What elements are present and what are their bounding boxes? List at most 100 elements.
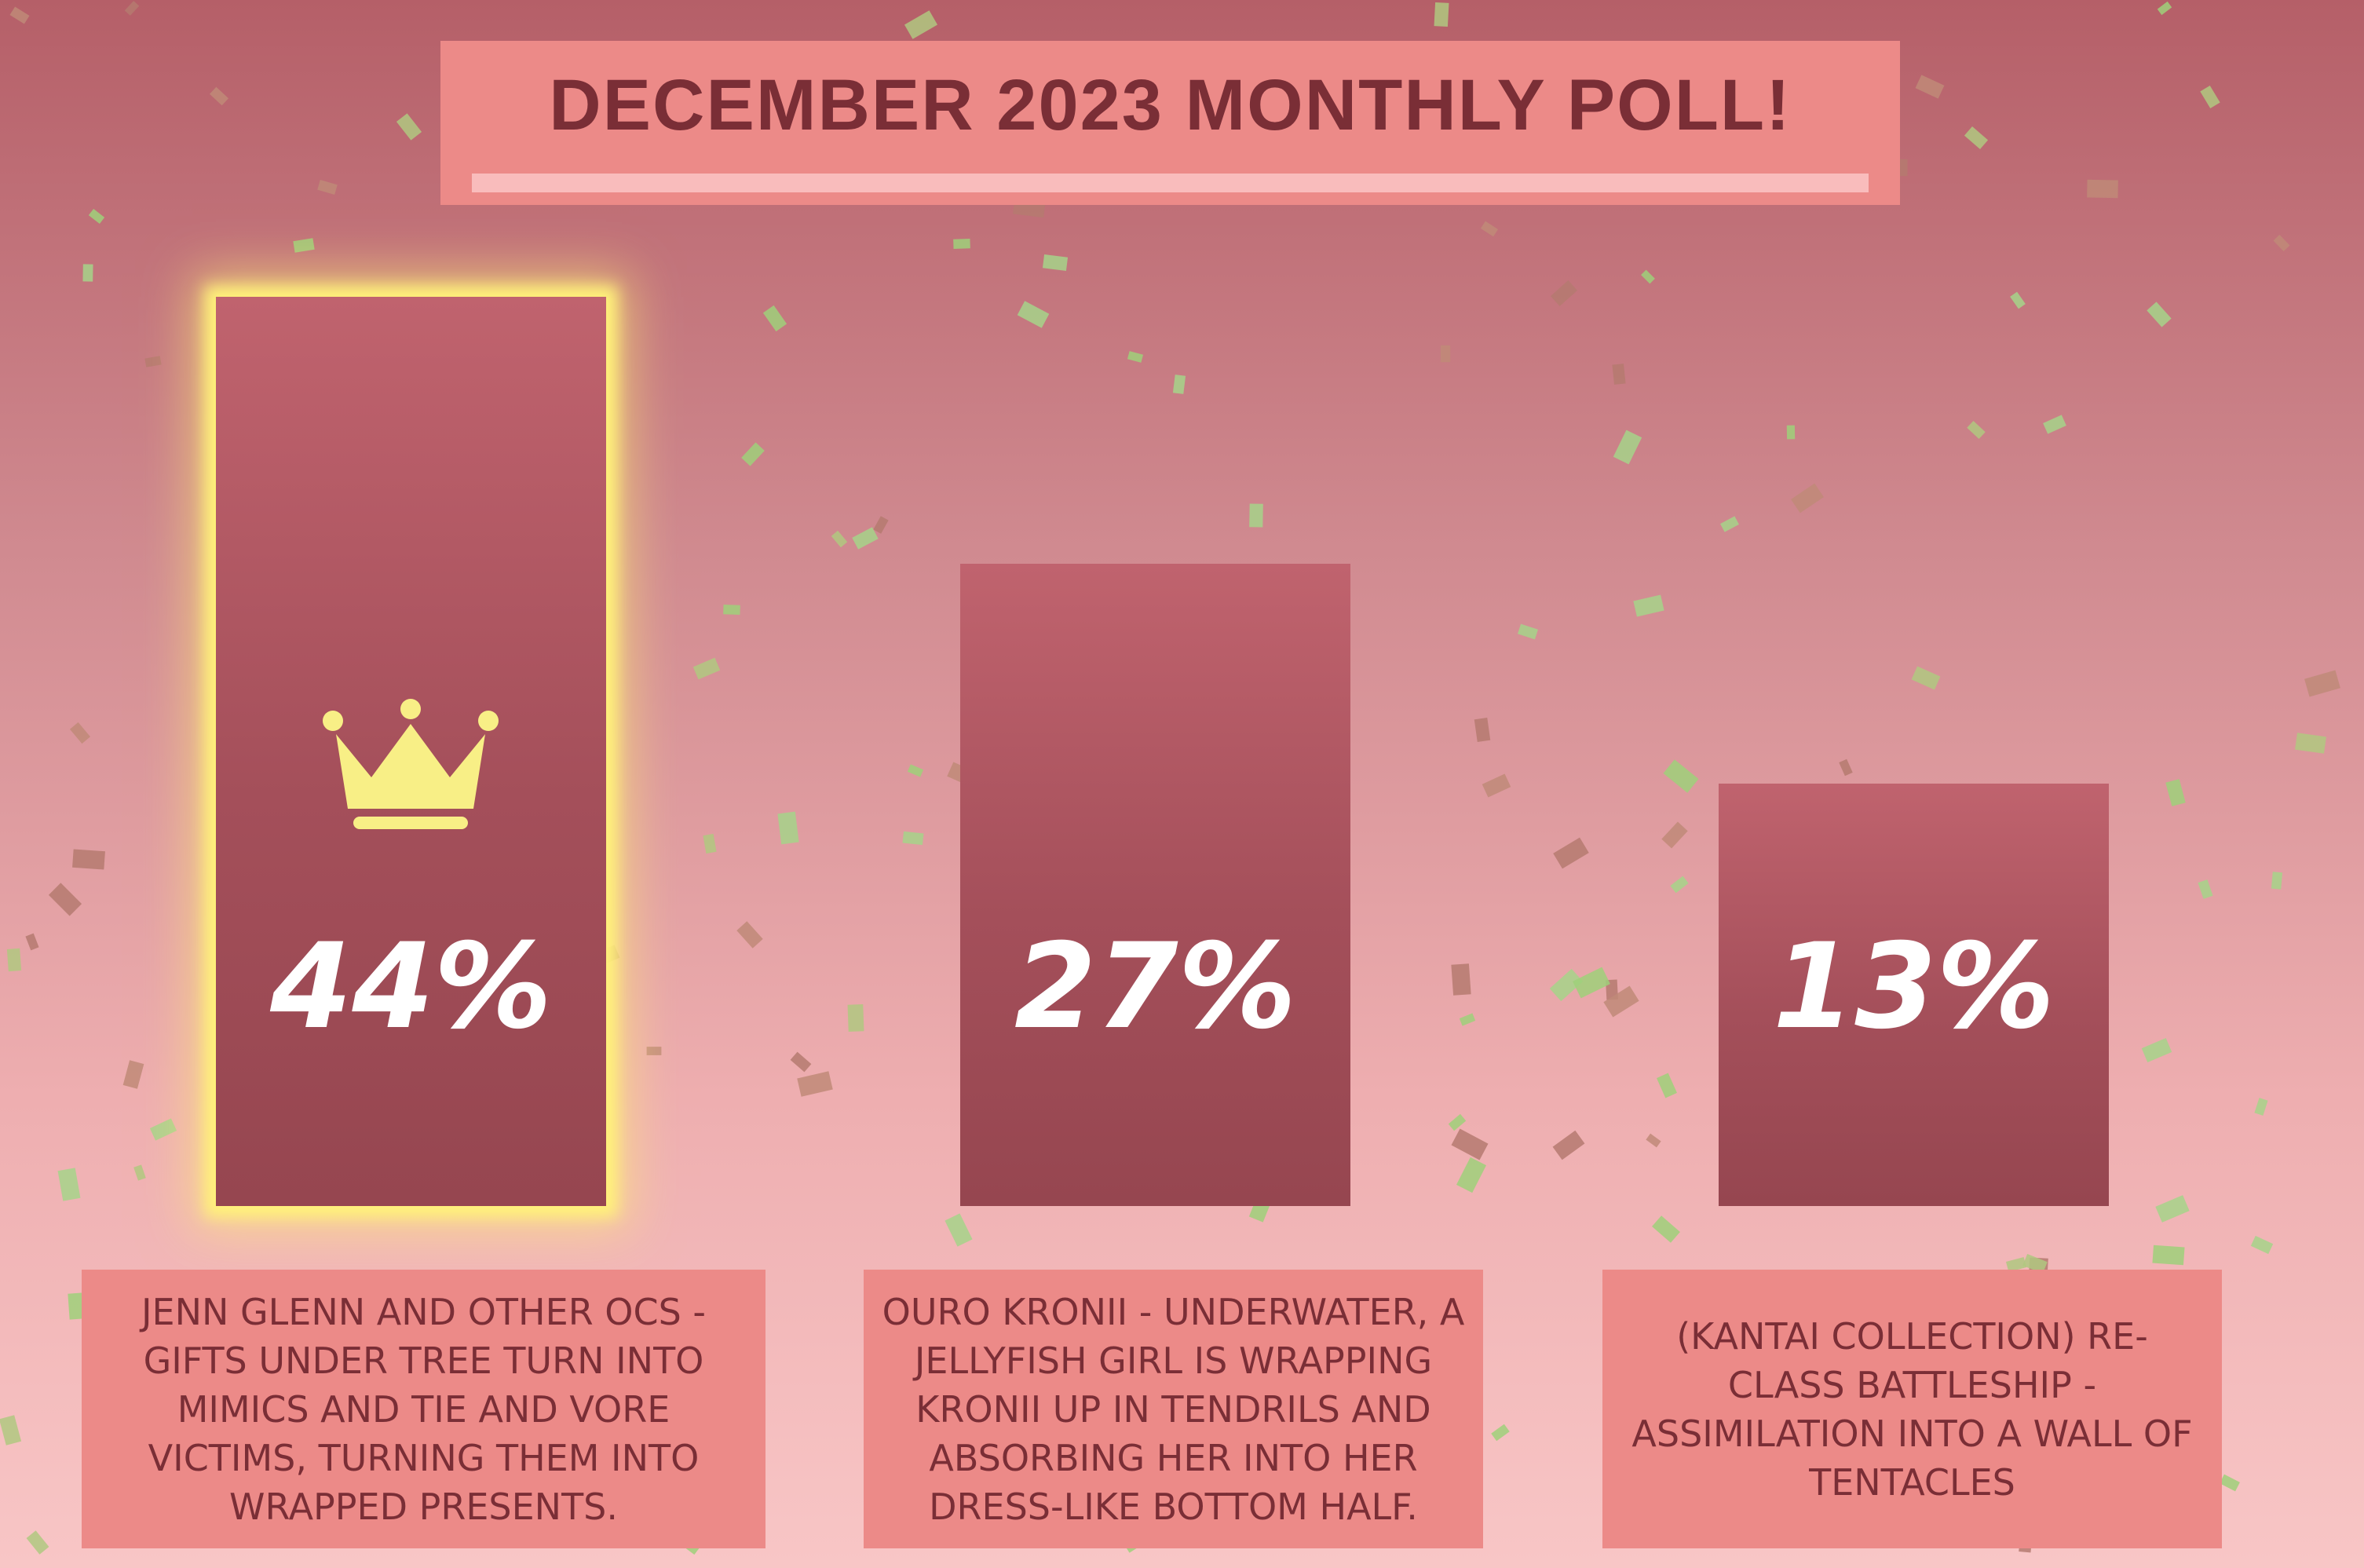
confetti bbox=[82, 264, 93, 282]
confetti bbox=[762, 305, 787, 331]
confetti bbox=[790, 1051, 812, 1073]
confetti bbox=[1043, 254, 1069, 272]
chart-title: DECEMBER 2023 MONTHLY POLL! bbox=[549, 65, 1792, 145]
confetti bbox=[396, 113, 422, 141]
confetti bbox=[736, 920, 764, 948]
confetti bbox=[692, 657, 721, 680]
confetti bbox=[1719, 516, 1739, 532]
confetti bbox=[953, 238, 971, 249]
confetti bbox=[122, 1059, 144, 1089]
confetti bbox=[89, 208, 105, 224]
confetti bbox=[1440, 345, 1450, 363]
confetti bbox=[1552, 1131, 1585, 1160]
confetti bbox=[2158, 1, 2172, 15]
confetti bbox=[1552, 837, 1589, 869]
confetti bbox=[1491, 1424, 1510, 1441]
confetti bbox=[144, 356, 162, 368]
confetti bbox=[2165, 779, 2186, 807]
confetti bbox=[1640, 269, 1655, 284]
confetti bbox=[2152, 1245, 2185, 1265]
confetti bbox=[740, 442, 765, 466]
value-label: 27% bbox=[1014, 919, 1297, 1055]
confetti bbox=[904, 10, 937, 39]
confetti bbox=[1967, 421, 1986, 440]
confetti bbox=[149, 1118, 177, 1141]
crown-icon bbox=[323, 699, 499, 829]
confetti bbox=[1434, 2, 1449, 27]
confetti bbox=[1172, 375, 1186, 395]
confetti bbox=[2087, 179, 2118, 199]
confetti bbox=[316, 179, 338, 195]
confetti bbox=[1652, 1215, 1681, 1243]
confetti bbox=[702, 834, 717, 854]
confetti bbox=[1915, 75, 1945, 99]
confetti bbox=[2250, 1235, 2274, 1255]
confetti bbox=[902, 832, 924, 846]
confetti bbox=[1474, 717, 1491, 742]
title-strip bbox=[472, 174, 1869, 192]
confetti bbox=[831, 530, 847, 548]
confetti bbox=[1964, 126, 1989, 149]
value-label: 44% bbox=[269, 919, 553, 1055]
confetti bbox=[945, 1213, 973, 1247]
category-label: OURO KRONII - UNDERWATER, A JELLYFISH GI… bbox=[864, 1270, 1483, 1548]
confetti bbox=[48, 883, 82, 916]
confetti bbox=[133, 1164, 147, 1181]
confetti bbox=[2042, 415, 2066, 434]
confetti bbox=[847, 1004, 864, 1033]
confetti bbox=[25, 933, 39, 951]
confetti bbox=[1656, 1073, 1677, 1098]
confetti bbox=[907, 764, 924, 777]
confetti bbox=[1451, 1129, 1489, 1160]
confetti bbox=[125, 1, 140, 16]
confetti bbox=[57, 1168, 81, 1201]
confetti bbox=[1459, 1013, 1476, 1026]
confetti bbox=[2010, 291, 2026, 309]
confetti bbox=[2273, 235, 2290, 252]
confetti bbox=[1786, 425, 1796, 439]
confetti bbox=[9, 6, 30, 24]
confetti bbox=[2271, 871, 2282, 890]
confetti bbox=[209, 86, 228, 106]
confetti bbox=[1633, 594, 1664, 617]
category-label: (KANTAI COLLECTION) RE-CLASS BATTLESHIP … bbox=[1602, 1270, 2222, 1548]
confetti bbox=[797, 1071, 833, 1097]
confetti bbox=[1572, 967, 1610, 999]
confetti bbox=[2200, 86, 2220, 109]
confetti bbox=[2142, 1037, 2172, 1062]
confetti bbox=[1451, 963, 1471, 996]
confetti bbox=[2254, 1097, 2268, 1116]
confetti bbox=[1613, 429, 1642, 465]
confetti bbox=[1517, 623, 1538, 640]
confetti bbox=[1791, 483, 1824, 514]
value-label: 13% bbox=[1772, 919, 2055, 1055]
confetti bbox=[1646, 1133, 1662, 1148]
confetti bbox=[1249, 503, 1264, 528]
confetti bbox=[1448, 1113, 1466, 1131]
confetti bbox=[2304, 670, 2340, 697]
confetti bbox=[69, 722, 90, 744]
confetti bbox=[1456, 1157, 1487, 1193]
confetti bbox=[1482, 773, 1511, 798]
confetti bbox=[0, 1415, 22, 1446]
confetti bbox=[1663, 759, 1699, 794]
confetti bbox=[873, 515, 889, 534]
confetti bbox=[1612, 364, 1626, 385]
confetti bbox=[72, 849, 106, 870]
confetti bbox=[2294, 733, 2326, 754]
confetti bbox=[2146, 302, 2172, 327]
confetti bbox=[1551, 280, 1578, 307]
confetti bbox=[646, 1047, 662, 1056]
confetti bbox=[26, 1530, 49, 1555]
category-label: JENN GLENN AND OTHER OCS - GIFTS UNDER T… bbox=[82, 1270, 765, 1548]
confetti bbox=[293, 238, 315, 253]
confetti bbox=[1911, 666, 1941, 690]
confetti bbox=[1127, 350, 1144, 363]
title-box: DECEMBER 2023 MONTHLY POLL! bbox=[440, 41, 1900, 205]
confetti bbox=[1481, 221, 1499, 237]
confetti bbox=[777, 812, 799, 845]
confetti bbox=[2220, 1474, 2240, 1492]
confetti bbox=[1670, 875, 1689, 893]
bar bbox=[960, 564, 1350, 1206]
